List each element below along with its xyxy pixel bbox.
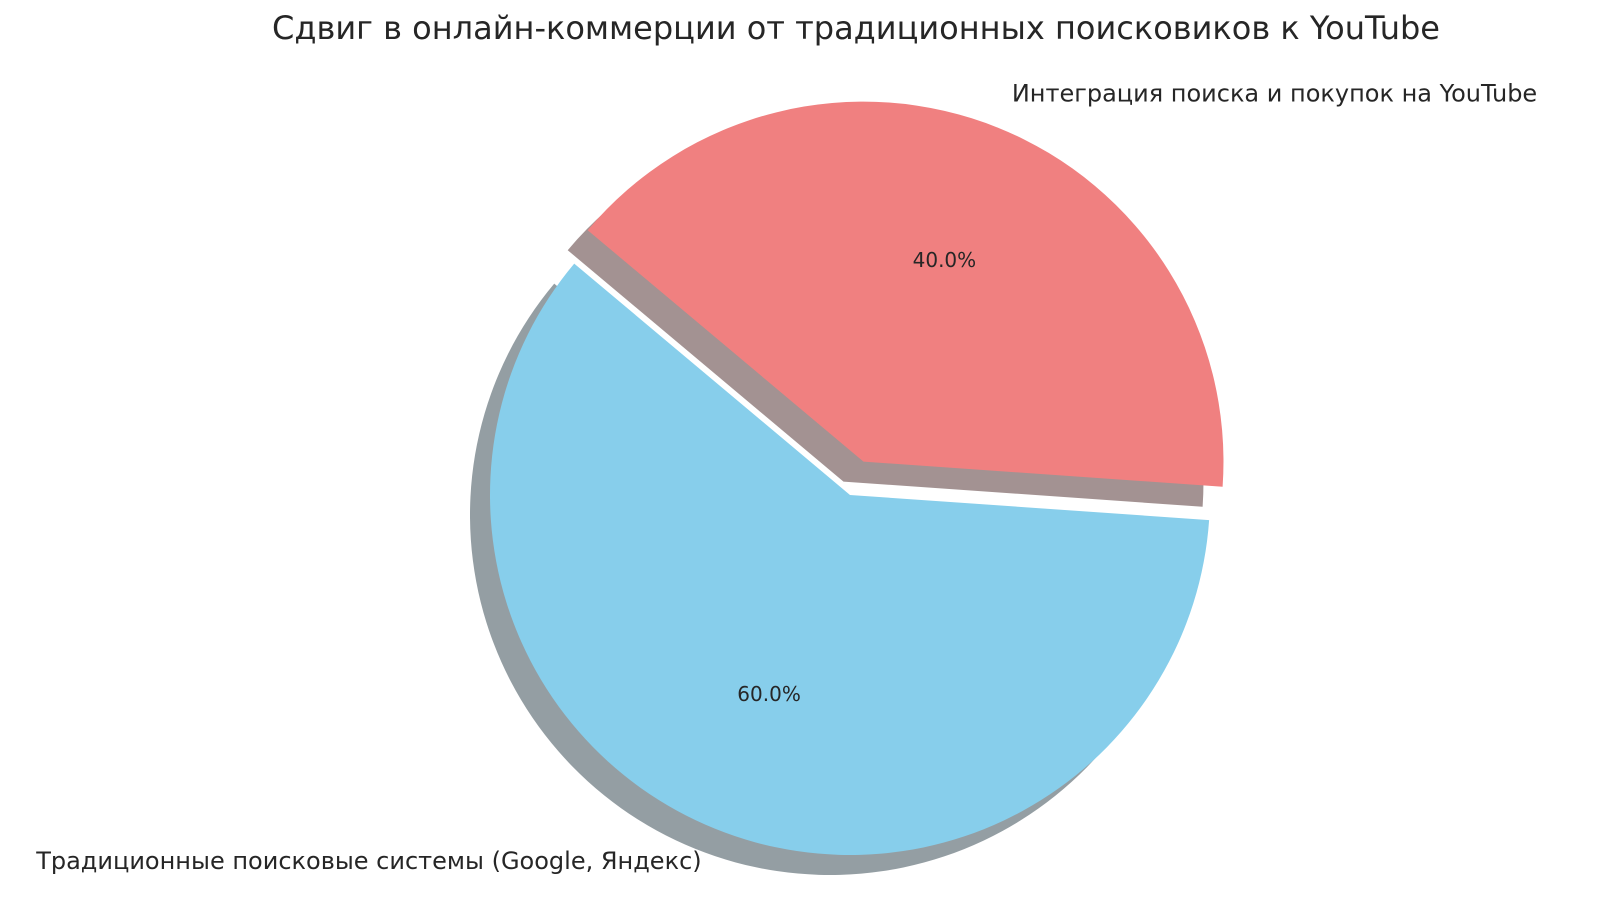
slice-label: Интеграция поиска и покупок на YouTube <box>1012 79 1537 107</box>
value-label: 60.0% <box>737 682 801 706</box>
pie-slice <box>587 101 1224 487</box>
value-label: 40.0% <box>913 248 977 272</box>
slice-label: Традиционные поисковые системы (Google, … <box>35 847 701 875</box>
pie-slice <box>490 263 1210 855</box>
slices <box>490 101 1224 855</box>
chart-title: Сдвиг в онлайн-коммерции от традиционных… <box>272 9 1440 47</box>
